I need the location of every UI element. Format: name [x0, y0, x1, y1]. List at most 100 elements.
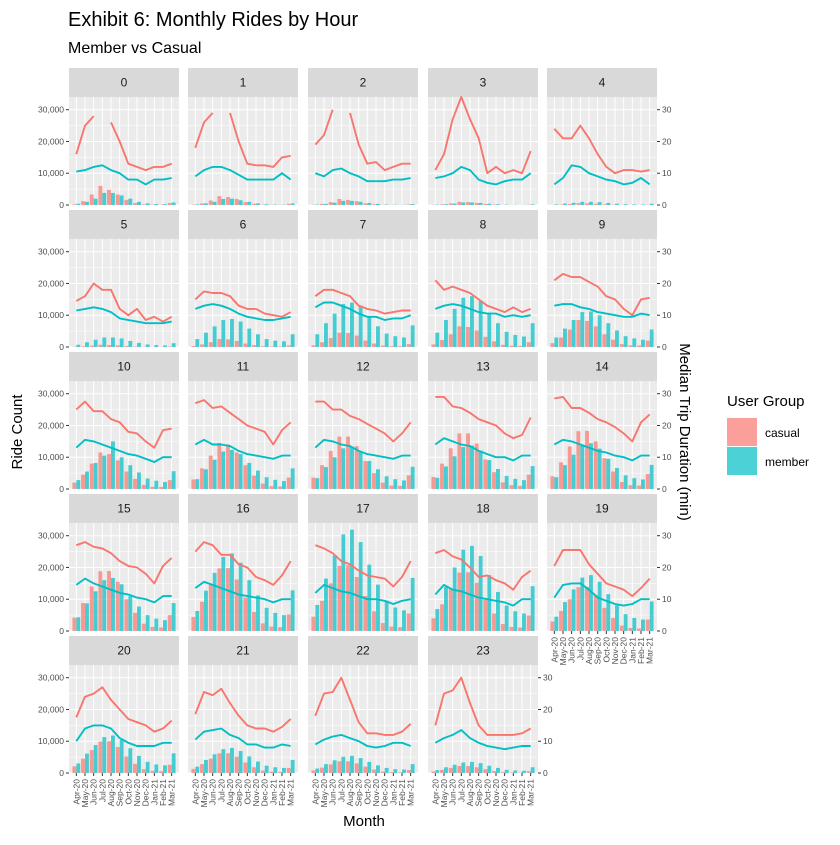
bar-member — [435, 333, 439, 347]
bar-member — [367, 317, 371, 347]
bar-casual — [475, 330, 479, 347]
bar-member — [128, 199, 132, 205]
bar-member — [146, 615, 150, 631]
bar-casual — [98, 571, 102, 631]
bar-casual — [637, 346, 641, 347]
facet-label: 0 — [121, 76, 128, 90]
bar-member — [563, 329, 567, 347]
facet-label: 20 — [117, 644, 131, 658]
bar-casual — [287, 204, 291, 205]
bar-casual — [235, 580, 239, 631]
bar-member — [221, 199, 225, 205]
bar-member — [324, 204, 328, 205]
bar-member — [479, 556, 483, 631]
bar-casual — [72, 618, 76, 631]
bar-casual — [363, 767, 367, 773]
bar-member — [273, 613, 277, 631]
bar-casual — [594, 441, 598, 489]
bar-member — [461, 202, 465, 205]
bar-casual — [116, 747, 120, 773]
bar-casual — [159, 628, 163, 631]
bar-member — [230, 450, 234, 489]
bar-member — [213, 573, 217, 631]
facet-label: 8 — [480, 218, 487, 232]
bar-casual — [116, 195, 120, 205]
bar-casual — [509, 346, 513, 347]
chart-title: Exhibit 6: Monthly Rides by Hour — [68, 9, 358, 31]
bar-casual — [252, 767, 256, 773]
bar-member — [359, 542, 363, 631]
bar-member — [154, 204, 158, 205]
bar-member — [531, 586, 535, 631]
bar-member — [94, 199, 98, 205]
bar-casual — [243, 598, 247, 631]
y-tick-label: 0 — [59, 626, 64, 636]
bar-member — [128, 341, 132, 347]
bar-casual — [509, 627, 513, 631]
bar-member — [606, 203, 610, 205]
bar-member — [402, 770, 406, 773]
chart-subtitle: Member vs Casual — [68, 40, 201, 57]
bar-casual — [261, 346, 265, 347]
bar-member — [461, 447, 465, 489]
bar-casual — [559, 611, 563, 631]
bar-casual — [501, 772, 505, 773]
bar-member — [324, 323, 328, 347]
bar-member — [615, 605, 619, 631]
bar-casual — [200, 468, 204, 489]
bar-member — [393, 607, 397, 631]
bar-member — [247, 756, 251, 773]
bar-member — [350, 530, 354, 631]
bar-member — [531, 204, 535, 205]
bar-member — [341, 534, 345, 631]
bar-member — [624, 336, 628, 347]
bar-casual — [116, 345, 120, 347]
bar-member — [598, 315, 602, 347]
bar-casual — [116, 460, 120, 489]
bar-member — [324, 764, 328, 773]
bar-casual — [209, 456, 213, 489]
bar-casual — [107, 345, 111, 347]
bar-member — [146, 344, 150, 347]
bar-member — [239, 563, 243, 631]
bar-casual — [243, 202, 247, 205]
bar-member — [76, 617, 80, 631]
bar-casual — [475, 583, 479, 631]
bar-member — [444, 466, 448, 489]
bar-casual — [287, 345, 291, 347]
y-tick-label: 20,000 — [38, 420, 64, 430]
bar-casual — [243, 763, 247, 773]
y-tick-label: 30,000 — [38, 531, 64, 541]
bar-member — [453, 456, 457, 489]
y-tick-label: 10,000 — [38, 168, 64, 178]
bar-casual — [346, 761, 350, 773]
bar-member — [580, 445, 584, 489]
bar-member — [195, 611, 199, 631]
bar-casual — [389, 772, 393, 773]
bar-casual — [611, 472, 615, 489]
bar-casual — [124, 599, 128, 631]
bar-member — [146, 203, 150, 205]
bar-casual — [355, 201, 359, 205]
facet-label: 12 — [356, 360, 370, 374]
y-tick-label: 30,000 — [38, 247, 64, 257]
bar-casual — [637, 628, 641, 631]
bar-member — [195, 479, 199, 489]
bar-member — [102, 456, 106, 489]
bar-casual — [252, 204, 256, 205]
bar-member — [315, 605, 319, 631]
bar-member — [76, 345, 80, 347]
facet-panel-18: 18 — [428, 494, 538, 631]
facet-label: 17 — [356, 502, 370, 516]
bar-casual — [320, 342, 324, 347]
bar-casual — [209, 201, 213, 205]
bar-member — [85, 754, 89, 773]
bar-member — [650, 330, 654, 347]
bar-member — [204, 203, 208, 205]
bar-casual — [483, 769, 487, 773]
bar-member — [195, 204, 199, 205]
facet-label: 21 — [236, 644, 250, 658]
bar-member — [333, 760, 337, 773]
bar-member — [470, 296, 474, 347]
